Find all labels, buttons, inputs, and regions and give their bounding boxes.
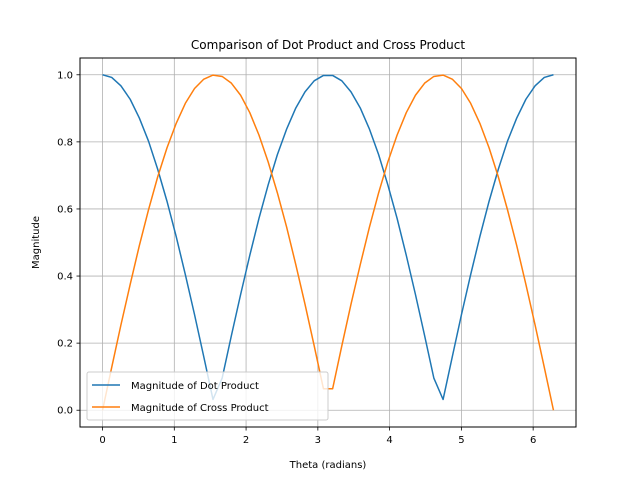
x-axis: 0 1 2 3 4 5 6 [99, 427, 536, 446]
y-tick-label: 1.0 [57, 70, 73, 81]
y-tick-label: 0.0 [57, 406, 73, 417]
y-axis: 0.0 0.2 0.4 0.6 0.8 1.0 [57, 70, 80, 417]
x-tick-label: 2 [243, 435, 249, 446]
legend-box [86, 371, 329, 421]
y-tick-label: 0.4 [57, 272, 73, 283]
y-tick-label: 0.6 [57, 204, 73, 215]
x-tick-label: 0 [99, 435, 105, 446]
x-tick-label: 5 [458, 435, 464, 446]
y-tick-label: 0.8 [57, 137, 73, 148]
x-tick-label: 4 [386, 435, 392, 446]
legend: Magnitude of Dot Product Magnitude of Cr… [86, 371, 329, 421]
chart-title: Comparison of Dot Product and Cross Prod… [191, 38, 465, 52]
x-tick-label: 3 [315, 435, 321, 446]
x-axis-label: Theta (radians) [289, 460, 367, 471]
y-axis-label: Magnitude [31, 216, 42, 269]
x-tick-label: 6 [530, 435, 536, 446]
legend-label-dot-product: Magnitude of Dot Product [131, 381, 259, 392]
plot-frame [79, 57, 577, 428]
dot-product-line [102, 74, 554, 401]
y-tick-label: 0.2 [57, 339, 73, 350]
legend-label-cross-product: Magnitude of Cross Product [131, 403, 269, 414]
x-tick-label: 1 [171, 435, 177, 446]
